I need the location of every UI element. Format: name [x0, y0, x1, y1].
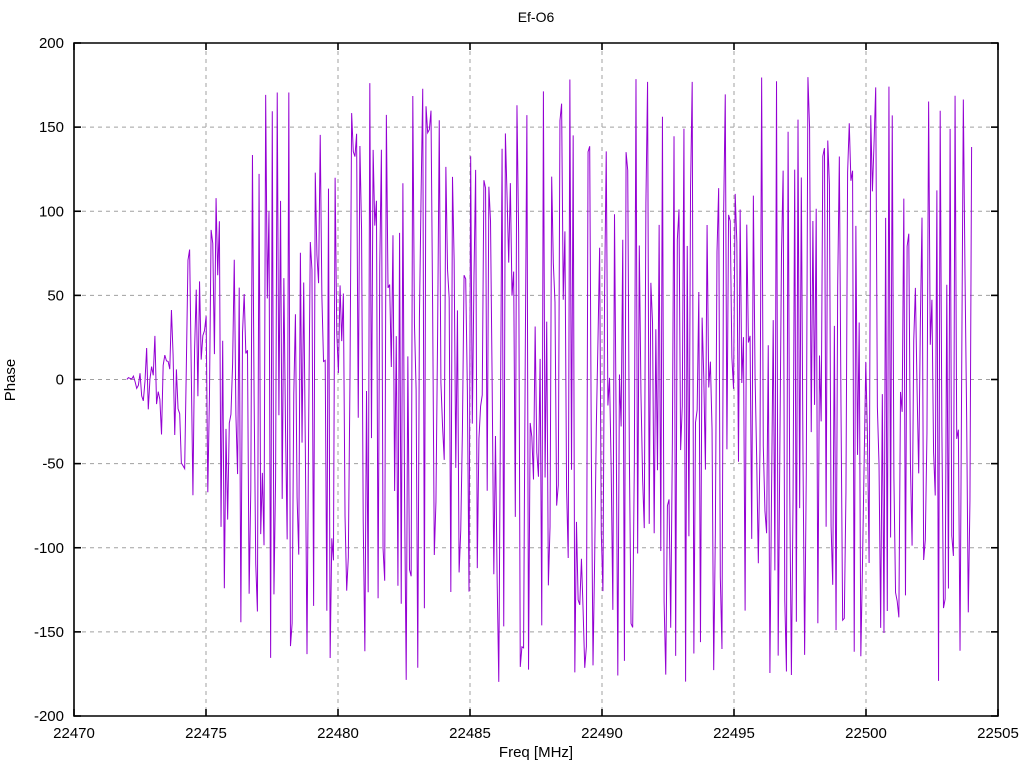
- data-series-line: [126, 77, 973, 682]
- y-tick-label: -100: [34, 540, 64, 557]
- y-tick-label: 100: [39, 203, 64, 220]
- plot-frame-border: [73, 42, 999, 717]
- y-tick-label: 0: [56, 372, 64, 389]
- x-tick-label: 22480: [317, 725, 359, 742]
- x-tick-label: 22505: [977, 725, 1019, 742]
- y-tick-label: 200: [39, 35, 64, 52]
- y-tick-label: 50: [47, 287, 64, 304]
- x-tick-label: 22470: [53, 725, 95, 742]
- x-tick-label: 22475: [185, 725, 227, 742]
- x-tick-label: 22485: [449, 725, 491, 742]
- x-tick-label: 22490: [581, 725, 623, 742]
- chart-title: Ef-O6: [518, 9, 555, 25]
- x-axis-title: Freq [MHz]: [499, 744, 573, 761]
- y-tick-label: -200: [34, 708, 64, 725]
- y-tick-label: -50: [42, 456, 64, 473]
- y-tick-label: 150: [39, 119, 64, 136]
- y-tick-label: -150: [34, 624, 64, 641]
- x-tick-label: 22500: [845, 725, 887, 742]
- x-tick-label: 22495: [713, 725, 755, 742]
- y-axis-title: Phase: [2, 359, 19, 402]
- data-series-group: [126, 77, 973, 682]
